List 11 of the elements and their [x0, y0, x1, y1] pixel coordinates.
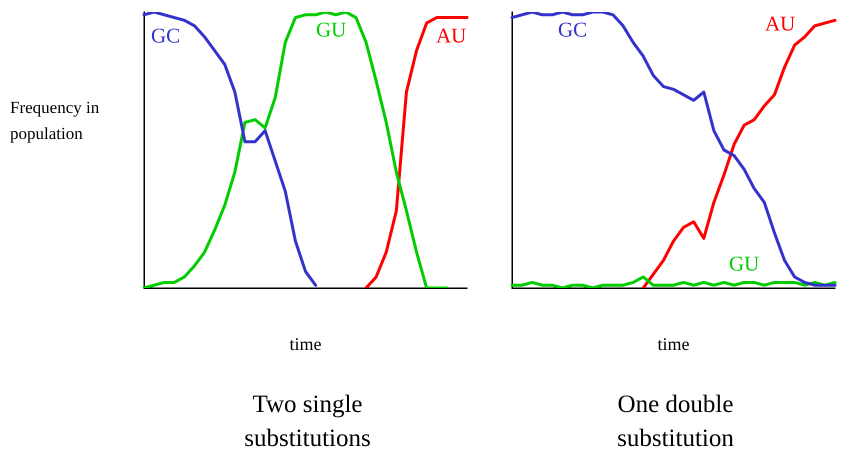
series-label: AU: [764, 12, 796, 36]
x-axis-title: time: [290, 334, 322, 354]
text: One double substitution: [616, 390, 735, 454]
series-label: AU: [436, 24, 466, 48]
series-label: GC: [558, 18, 588, 42]
y-axis-title: Frequency in population: [10, 97, 100, 145]
x-axis-title: time: [658, 334, 690, 354]
series-label: GC: [150, 24, 180, 48]
text: Two single substitutions: [243, 390, 372, 454]
series-label: GU: [728, 252, 760, 276]
series-label: GU: [316, 18, 346, 42]
